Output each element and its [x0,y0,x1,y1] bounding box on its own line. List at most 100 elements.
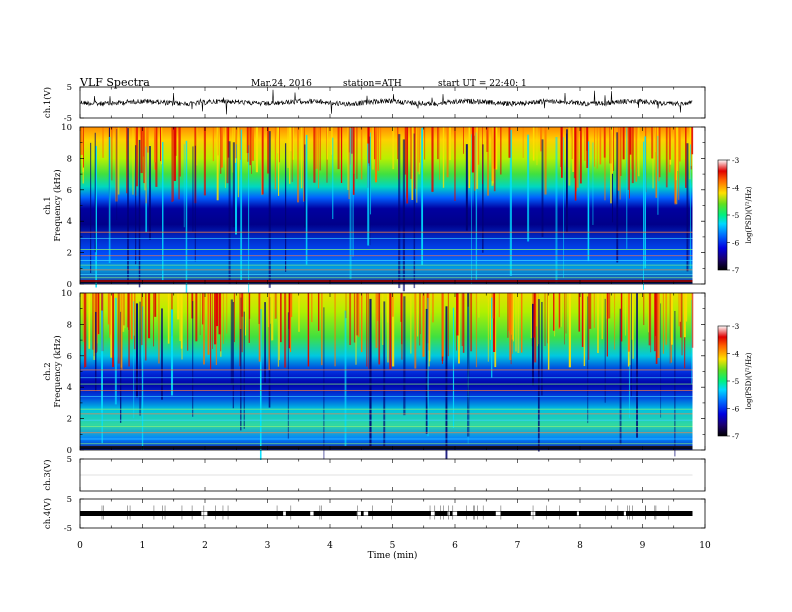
spectral-burst [592,142,594,225]
spectral-burst [267,127,269,174]
spectral-burst [84,293,86,369]
spectral-burst [237,127,239,198]
spectral-burst [277,127,279,154]
spectral-burst [428,293,431,362]
spectral-burst [678,293,681,327]
spectral-burst [389,293,392,370]
spectral-burst [112,293,115,368]
spectral-burst [619,308,622,445]
spectral-burst [653,293,656,352]
spectral-burst [232,301,235,409]
spectral-burst [547,293,549,344]
spectral-burst [608,293,611,319]
spectral-burst [215,293,219,327]
spectral-burst [614,293,616,350]
spectral-band [80,446,693,449]
spectral-burst [392,127,395,170]
spectral-burst [230,299,233,385]
spectral-burst [185,140,188,293]
spectral-burst [604,298,606,403]
spectral-burst [240,129,243,281]
spectral-burst [124,293,126,329]
spectral-burst [400,293,402,322]
spectral-burst [419,293,421,346]
spectral-burst [476,127,479,189]
spectral-burst [683,293,686,338]
spectral-burst [212,127,214,162]
spectral-burst [588,293,590,360]
spectral-burst [259,309,262,460]
spectral-burst [350,127,353,154]
spectral-burst [527,134,530,242]
y-axis-label: ch.1 [43,196,53,214]
spectral-burst [199,293,201,336]
spectral-burst [629,127,630,199]
spectral-burst [482,127,483,185]
spectral-burst [207,293,209,340]
spectral-burst [679,127,681,162]
spectral-burst [660,303,662,418]
spectral-burst [401,293,403,360]
y-tick-label: 8 [67,320,72,330]
spectral-burst [537,293,539,345]
spectral-burst [228,141,231,284]
spectral-burst [369,136,371,246]
spectral-burst [669,127,671,160]
spectral-burst [107,293,110,325]
spectral-burst [574,127,577,201]
spectral-burst [145,127,147,204]
spectral-burst [135,303,139,398]
spectral-burst [418,127,420,175]
y-tick-label: 10 [61,289,72,299]
spectral-burst [589,293,592,329]
spectral-burst [462,293,465,353]
spectral-burst [366,293,368,367]
waveform-gap [363,511,369,516]
spectral-burst [319,127,321,171]
spectral-burst [347,127,349,190]
spectral-burst [349,127,352,279]
spectral-burst [685,293,688,322]
spectral-burst [268,293,270,370]
spectral-burst [422,293,425,357]
spectral-burst [566,129,568,233]
x-tick-label: 7 [515,541,521,551]
spectral-burst [222,293,224,344]
spectral-burst [233,293,235,343]
spectral-burst [287,127,289,168]
spectral-burst [670,293,673,345]
spectral-burst [357,293,360,337]
spectral-burst [507,293,509,338]
spectral-burst [120,293,123,370]
spectral-burst [540,127,543,152]
spectral-burst [532,127,535,161]
spectral-burst [431,127,434,192]
spectral-burst [340,127,343,183]
spectral-burst [239,127,241,160]
x-axis-label: Time (min) [368,550,418,561]
x-tick-label: 4 [327,541,333,551]
x-tick-label: 5 [390,541,396,551]
spectral-burst [146,127,149,153]
station-label: station=ATH [343,79,402,89]
y-tick-label: 2 [67,249,72,259]
spectral-burst [109,293,111,335]
spectral-burst [652,127,654,189]
spectral-burst [122,293,125,332]
spectral-burst [568,127,571,186]
spectral-burst [377,127,379,171]
spectral-burst [493,127,496,192]
spectral-burst [576,127,579,188]
spectral-burst [509,293,512,333]
spectral-burst [473,135,475,225]
spectral-burst [517,293,520,353]
spectral-burst [356,127,358,179]
spectral-burst [465,144,468,231]
spectral-burst [353,127,355,191]
spectral-burst [625,293,626,336]
colorbar-label: log(PSD)(V²/Hz) [745,352,753,409]
spectral-burst [406,127,408,198]
spectral-burst [532,303,534,386]
spectral-burst [643,293,645,326]
spectral-burst [402,139,406,292]
